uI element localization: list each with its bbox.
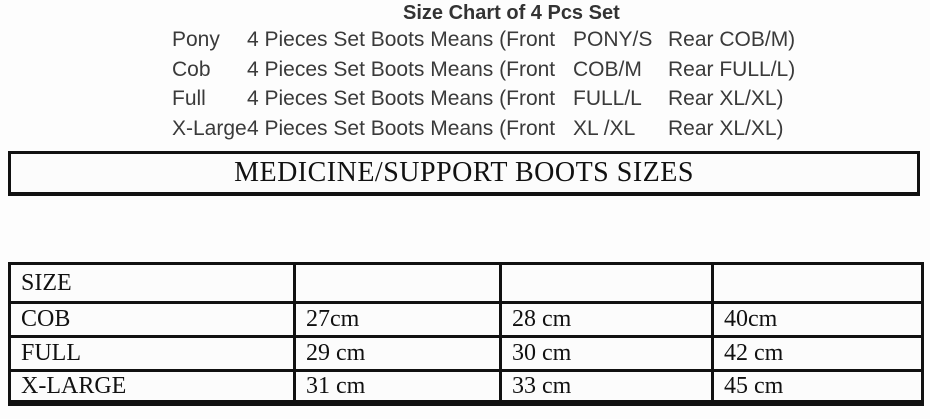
table-cell-measurement: 28 cm	[499, 301, 714, 338]
spec-line-label: Cob	[172, 57, 211, 81]
table-row: FULL 29 cm 30 cm 42 cm	[8, 335, 924, 372]
spec-line-description: 4 Pieces Set Boots Means (Front	[247, 28, 556, 51]
spec-line-description: 4 Pieces Set Boots Means (Front	[247, 57, 556, 81]
table-cell-measurement: 29 cm	[293, 335, 502, 372]
size-table: SIZE COB 27cm 28 cm 40cm FULL 29 cm 30 c…	[8, 262, 924, 406]
spec-line-front-size: FULL/L	[573, 87, 642, 111]
spec-line-rear-size: Rear XL/XL)	[668, 87, 784, 111]
table-cell-measurement: 33 cm	[499, 369, 714, 406]
table-cell-size-label: X-LARGE	[8, 369, 296, 406]
table-cell-size-header: SIZE	[8, 262, 296, 304]
table-row: X-LARGE 31 cm 33 cm 45 cm	[8, 369, 924, 406]
table-cell-measurement: 45 cm	[711, 369, 924, 406]
table-cell	[711, 262, 924, 304]
section-banner: MEDICINE/SUPPORT BOOTS SIZES	[8, 151, 920, 196]
spec-line-front-size: COB/M	[573, 57, 642, 81]
spec-line-description: 4 Pieces Set Boots Means (Front	[247, 87, 556, 111]
spec-line-rear-size: Rear COB/M)	[668, 28, 796, 51]
spec-line-label: X-Large	[172, 116, 247, 140]
spec-line-description: 4 Pieces Set Boots Means (Front	[247, 116, 556, 140]
table-cell-measurement: 42 cm	[711, 335, 924, 372]
spec-line-rear-size: Rear XL/XL)	[668, 116, 784, 140]
spec-line-rear-size: Rear FULL/L)	[668, 57, 796, 81]
section-banner-title: MEDICINE/SUPPORT BOOTS SIZES	[234, 157, 694, 188]
table-cell	[499, 262, 714, 304]
table-cell-size-label: COB	[8, 301, 296, 338]
spec-line-label: Pony	[172, 28, 220, 51]
spec-line-label: Full	[172, 87, 206, 111]
page-title: Size Chart of 4 Pcs Set	[403, 2, 620, 24]
table-row: COB 27cm 28 cm 40cm	[8, 301, 924, 338]
set-spec-lines: Pony 4 Pieces Set Boots Means (Front PON…	[172, 25, 795, 143]
table-cell-size-label: FULL	[8, 335, 296, 372]
table-cell-measurement: 31 cm	[293, 369, 502, 406]
spec-line-front-size: XL /XL	[573, 116, 636, 140]
spec-line-front-size: PONY/S	[573, 28, 653, 51]
table-cell-measurement: 40cm	[711, 301, 924, 338]
table-cell-measurement: 30 cm	[499, 335, 714, 372]
table-cell	[293, 262, 502, 304]
table-cell-measurement: 27cm	[293, 301, 502, 338]
table-row: SIZE	[8, 262, 924, 304]
